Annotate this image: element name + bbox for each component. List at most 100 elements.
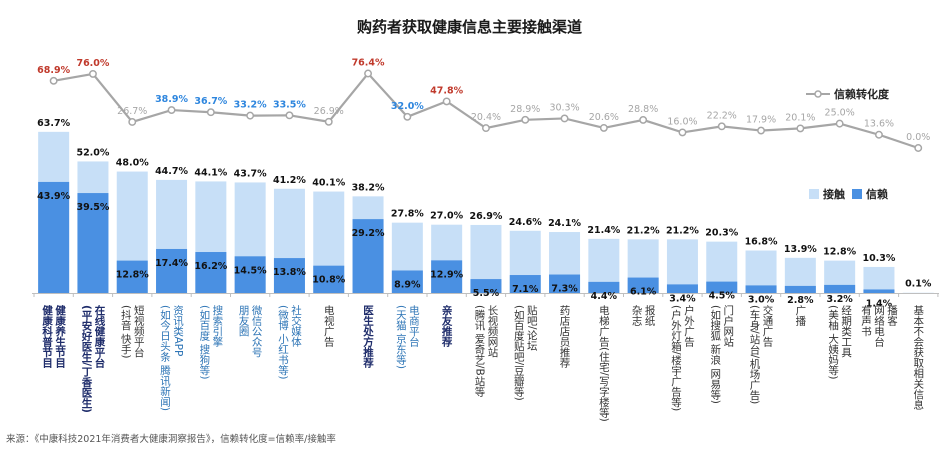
legend-contact-swatch — [809, 189, 819, 199]
chart-title: 购药者获取健康信息主要接触渠道 — [356, 18, 582, 36]
conversion-point — [285, 111, 294, 120]
contact-value-label: 10.3% — [862, 253, 895, 264]
conversion-value-label: 33.5% — [273, 99, 306, 110]
conversion-point — [875, 130, 883, 139]
category-label: (如百度贴吧/豆瓣等) — [513, 305, 525, 401]
trust-bar — [470, 279, 502, 293]
trust-bar — [38, 181, 70, 293]
conversion-value-label: 17.9% — [746, 115, 776, 126]
trust-bar — [666, 284, 698, 293]
trust-bar — [156, 248, 188, 293]
conversion-value-label: 28.9% — [510, 104, 540, 115]
trust-value-label: 16.2% — [194, 261, 227, 272]
trust-bar — [627, 277, 659, 293]
conversion-point — [206, 108, 215, 117]
contact-value-label: 21.4% — [587, 225, 620, 236]
category-label: (天猫 京东等) — [395, 305, 407, 369]
category-label: 搜索引擎 — [211, 304, 223, 347]
category-label: 药店店员推荐 — [559, 305, 571, 369]
legend-contact-label: 接触 — [823, 187, 845, 201]
trust-value-label: 3.4% — [669, 293, 696, 304]
category-label: (腾讯 爱奇艺/B站等 — [473, 305, 485, 397]
trust-bar — [824, 284, 856, 293]
trust-bar — [431, 260, 463, 293]
category-label: 贴吧/论坛 — [526, 304, 538, 351]
legend-line-marker — [814, 90, 822, 98]
trust-value-label: 10.8% — [312, 275, 345, 286]
conversion-point — [403, 112, 412, 121]
trust-bar — [195, 252, 227, 293]
category-label: 电商平台 — [408, 304, 420, 348]
category-label: 广播 — [794, 305, 806, 327]
trust-bar — [77, 193, 109, 293]
category-label: 电视广告 — [323, 304, 335, 348]
trust-bar — [116, 260, 148, 293]
category-label: (微博 小红书等) — [277, 305, 289, 380]
category-label: 杂志 — [631, 305, 643, 326]
trust-value-label: 14.5% — [234, 265, 267, 276]
conversion-point — [364, 69, 372, 78]
contact-value-label: 21.2% — [627, 225, 660, 236]
conversion-value-label: 0.0% — [906, 132, 930, 143]
trust-value-label: 2.8% — [787, 295, 814, 306]
conversion-point — [678, 128, 687, 137]
contact-value-label: 16.8% — [745, 236, 778, 247]
source-note: 来源：《中康科技2021年消费者大健康洞察报告》，信赖转化度=信赖率/接触率 — [6, 434, 336, 445]
trust-bar — [706, 281, 738, 293]
category-label: 医生处方推荐 — [362, 305, 374, 369]
conversion-point — [482, 124, 490, 133]
legend-trust-swatch — [852, 189, 862, 199]
trust-value-label: 3.0% — [748, 294, 775, 305]
trust-value-label: 17.4% — [155, 258, 188, 269]
category-label: 门户网站 — [722, 304, 734, 348]
contact-value-label: 26.9% — [469, 211, 502, 222]
conversion-value-label: 36.7% — [194, 96, 227, 107]
conversion-value-label: 30.3% — [549, 102, 579, 113]
conversion-point — [796, 124, 805, 133]
contact-value-label: 41.2% — [273, 175, 306, 186]
category-label: 在线健康平台 — [93, 304, 105, 369]
conversion-value-label: 68.9% — [37, 65, 70, 76]
trust-value-label: 6.1% — [630, 287, 657, 298]
conversion-point — [599, 123, 608, 132]
category-label: (车身/站台/机场广告) — [749, 305, 761, 404]
category-label: 播客 — [886, 304, 898, 327]
conversion-value-label: 26.7% — [117, 106, 147, 117]
category-label: (抖音 快手) — [120, 305, 132, 359]
category-label: 长视频网站 — [486, 305, 498, 358]
conversion-value-label: 76.4% — [352, 58, 385, 69]
category-label: (美柚 大姨妈等) — [827, 305, 839, 380]
category-label: 健康科普节目 — [41, 304, 53, 369]
conversion-point — [835, 119, 844, 128]
conversion-value-label: 47.8% — [430, 85, 463, 96]
conversion-point — [49, 76, 58, 85]
conversion-value-label: 22.2% — [707, 110, 737, 121]
contact-value-label: 24.6% — [509, 217, 542, 228]
contact-value-label: 52.0% — [76, 147, 109, 158]
conversion-value-label: 26.9% — [314, 106, 344, 117]
conversion-point — [128, 118, 137, 126]
conversion-value-label: 20.4% — [471, 112, 501, 123]
contact-value-label: 40.1% — [312, 178, 345, 189]
category-label: 电梯广告(住宅/写字楼等) — [598, 304, 610, 421]
conversion-point — [246, 111, 255, 120]
category-label: 户外广告 — [683, 304, 695, 348]
contact-value-label: 63.7% — [37, 118, 70, 129]
category-label: (平安好医生/丁香医生) — [80, 305, 92, 413]
trust-bar — [313, 265, 345, 293]
category-label: 经期类工具 — [840, 304, 852, 358]
trust-value-label: 4.4% — [591, 291, 618, 302]
trust-value-label: 39.5% — [76, 202, 109, 213]
conversion-point — [324, 117, 333, 126]
trust-value-label: 4.5% — [709, 291, 736, 302]
category-label: 基本不会获取相关信息 — [912, 304, 924, 410]
conversion-value-label: 13.6% — [864, 119, 894, 130]
conversion-value-label: 32.0% — [391, 101, 424, 112]
conversion-point — [167, 106, 176, 115]
trust-value-label: 1.4% — [866, 298, 893, 309]
conversion-point — [442, 97, 451, 106]
category-label: 微信公众号 — [251, 304, 263, 358]
conversion-point — [914, 144, 923, 152]
category-label: 有声书 — [860, 304, 872, 337]
